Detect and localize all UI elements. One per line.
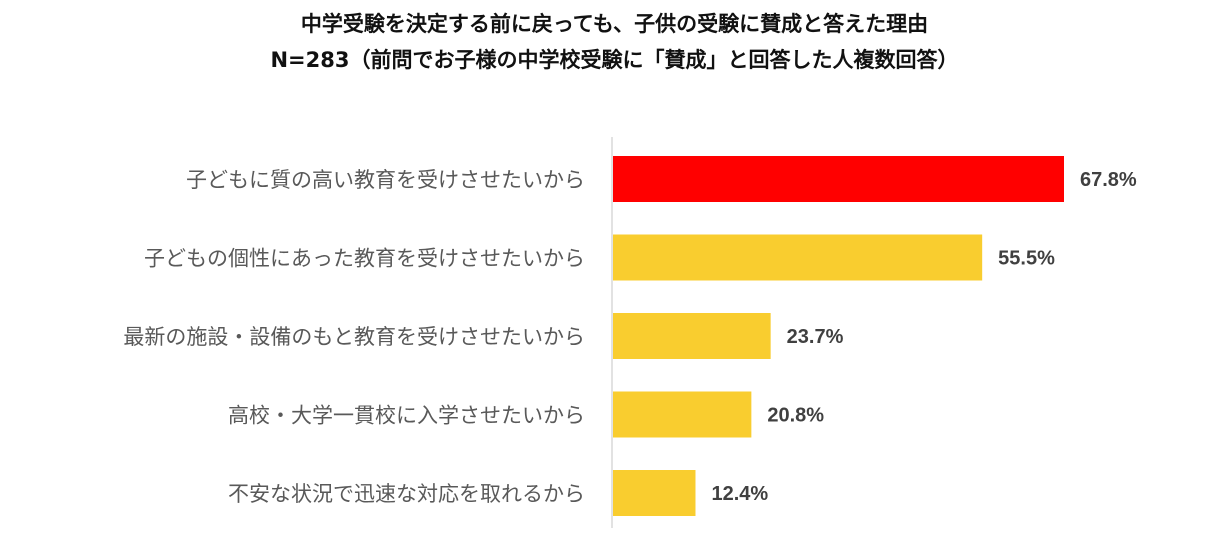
category-label-2: 子どもの個性にあった教育を受けさせたいから xyxy=(144,247,585,271)
value-label-3: 23.7% xyxy=(787,326,844,348)
value-label-4: 20.8% xyxy=(767,405,824,427)
bar-3 xyxy=(613,313,771,359)
chart-subtitle: N=283（前問でお子様の中学校受験に「賛成」と回答した人複数回答） xyxy=(270,48,959,72)
category-label-3: 最新の施設・設備のもと教育を受けさせたいから xyxy=(123,325,585,349)
chart-title: 中学受験を決定する前に戻っても、子供の受験に賛成と答えた理由 xyxy=(300,12,929,36)
category-label-5: 不安な状況で迅速な対応を取れるから xyxy=(228,482,585,506)
value-label-5: 12.4% xyxy=(711,483,768,505)
bar-2 xyxy=(613,234,983,281)
category-label-1: 子どもに質の高い教育を受けさせたいから xyxy=(186,168,585,192)
bar-4 xyxy=(613,391,752,438)
bar-5 xyxy=(613,470,696,516)
bar-1 xyxy=(613,156,1064,202)
value-label-1: 67.8% xyxy=(1080,169,1137,191)
value-label-2: 55.5% xyxy=(998,248,1055,270)
category-label-4: 高校・大学一貫校に入学させたいから xyxy=(228,404,585,428)
